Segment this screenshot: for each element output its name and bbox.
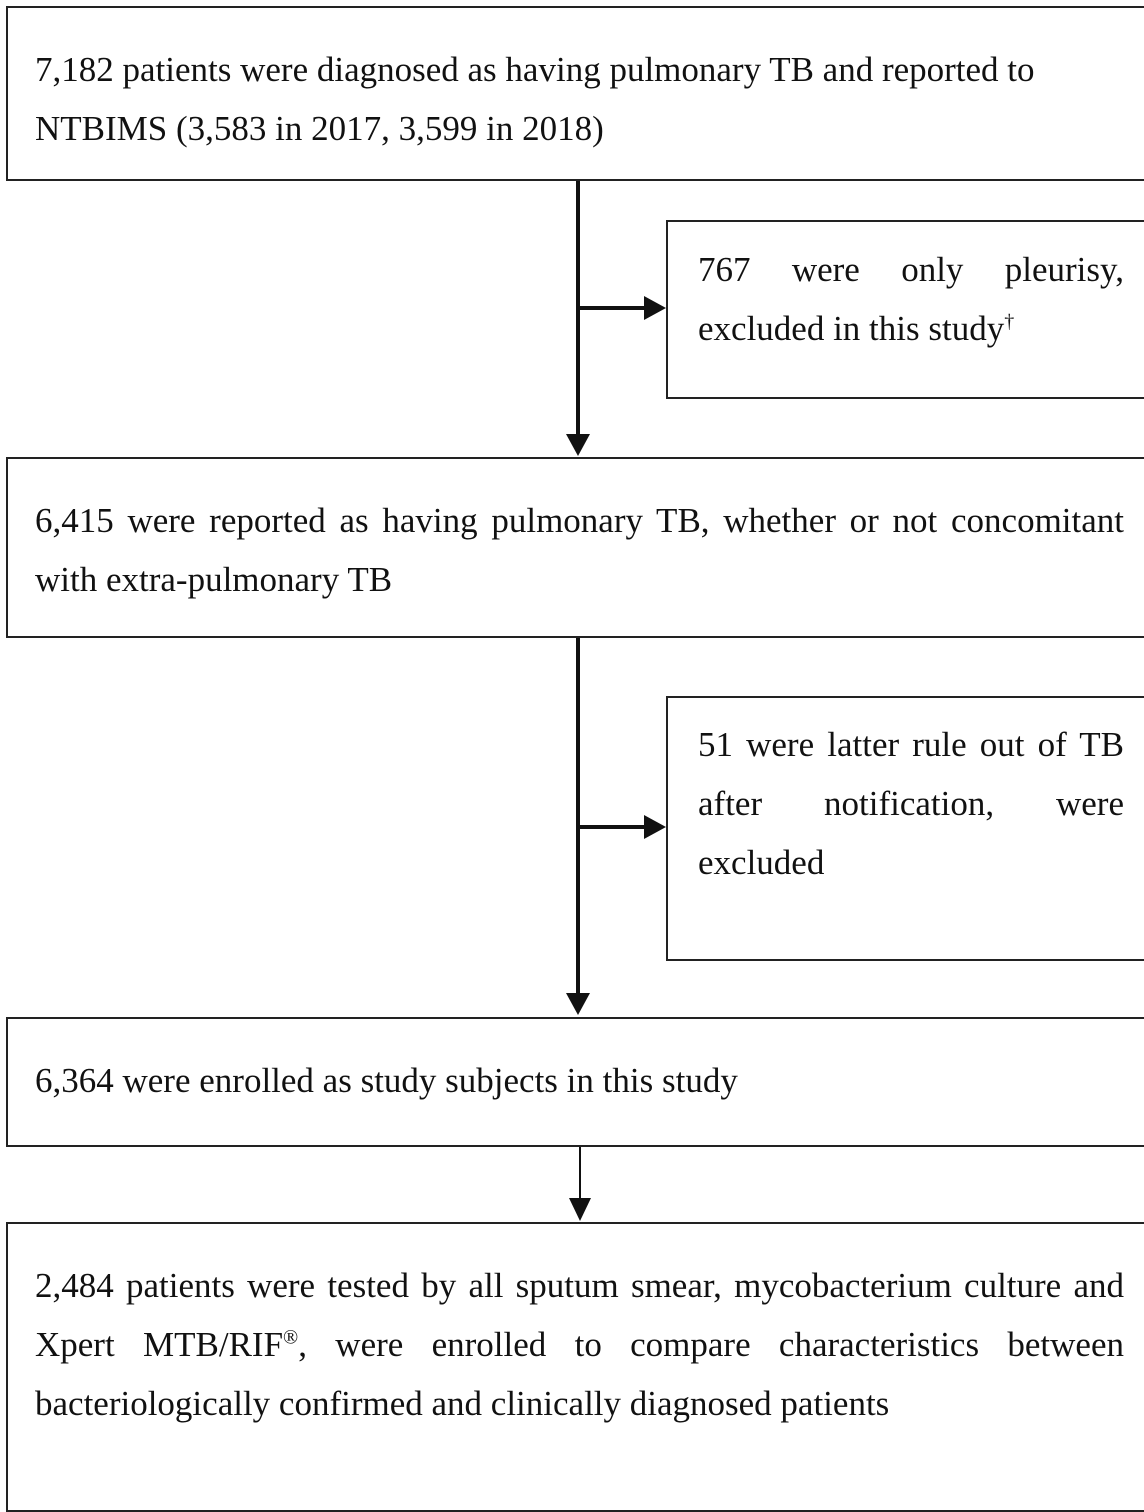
flow-box: 6,364 were enrolled as study subjects in… xyxy=(6,1017,1144,1147)
box-text: , were enrolled to compare characteristi… xyxy=(35,1325,1124,1423)
flow-box: 51 were latter rule out of TB after noti… xyxy=(666,696,1144,961)
arrowhead xyxy=(644,815,666,839)
box-text: 6,364 were enrolled as study subjects in… xyxy=(35,1061,738,1100)
arrowhead xyxy=(566,993,590,1015)
flow-box: 2,484 patients were tested by all sputum… xyxy=(6,1222,1144,1512)
flow-box: 767 were only pleurisy, excluded in this… xyxy=(666,220,1144,399)
box-text: 2,484 patients were tested by all sputum… xyxy=(35,1266,1124,1364)
box-text: 6,415 were reported as having pulmonary … xyxy=(35,501,1124,599)
box-text: 7,182 patients were diagnosed as having … xyxy=(35,50,1035,148)
superscript: ® xyxy=(283,1326,299,1349)
flow-box: 6,415 were reported as having pulmonary … xyxy=(6,457,1144,638)
arrowhead xyxy=(644,296,666,320)
box-text: 51 were latter rule out of TB after noti… xyxy=(698,725,1124,882)
flow-box: 7,182 patients were diagnosed as having … xyxy=(6,6,1144,181)
box-text: 767 were only pleurisy, excluded in this… xyxy=(698,250,1124,348)
arrowhead xyxy=(569,1198,591,1221)
superscript: † xyxy=(1004,310,1015,333)
arrowhead xyxy=(566,434,590,456)
